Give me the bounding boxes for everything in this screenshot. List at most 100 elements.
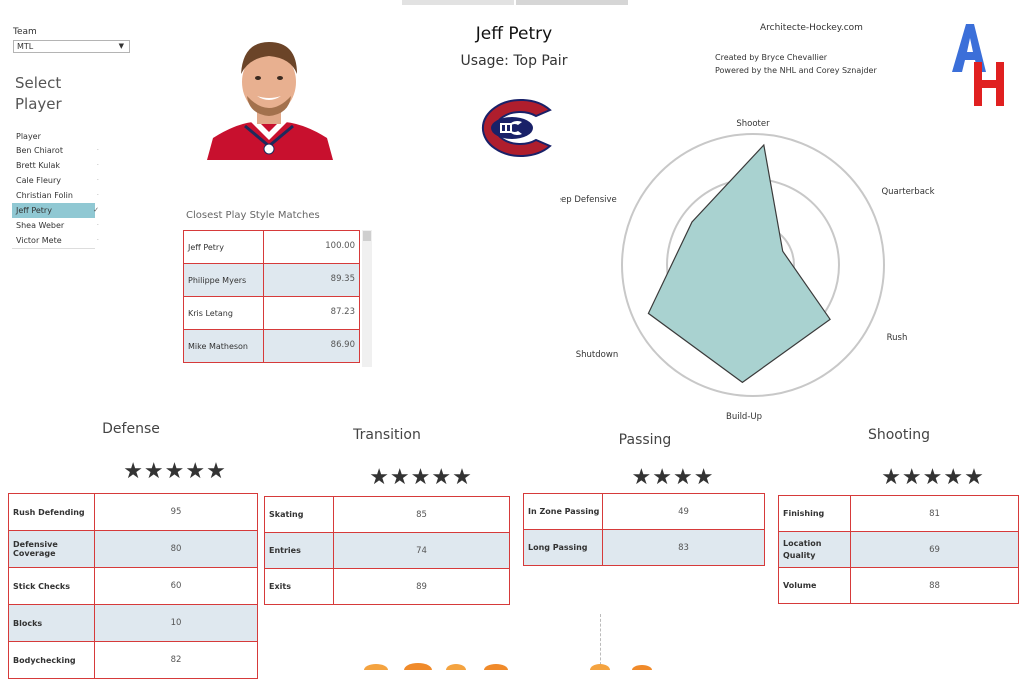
radar-area (647, 143, 831, 384)
metric-value: 85 (416, 510, 427, 520)
team-dropdown[interactable]: MTL ▼ (13, 40, 130, 53)
player-item[interactable]: Ben Chiarot · (12, 143, 99, 158)
select-title-line2: Player (15, 95, 62, 113)
matches-scrollbar[interactable] (362, 230, 372, 367)
canadiens-logo-icon (481, 99, 552, 157)
table-row: Kris Letang 87.23 (183, 296, 360, 330)
metric-value: 49 (678, 507, 689, 517)
table-row: Rush Defending 95 (8, 493, 258, 531)
metric-value: 10 (170, 618, 182, 628)
radar-ring-outer (621, 133, 885, 397)
table-row: Bodychecking 82 (8, 641, 258, 679)
metric-value: 80 (170, 544, 182, 554)
defense-title: Defense (102, 421, 160, 437)
shooting-star-rating-icon: ★★★★★ (881, 465, 985, 490)
radar-axis-label: Deep Defensive (560, 195, 617, 205)
divider-dashed (600, 614, 601, 670)
table-row: Mike Matheson 86.90 (183, 329, 360, 363)
credits: Created by Bryce Chevallier Powered by t… (715, 51, 877, 77)
defense-table: Rush Defending 95 Defensive Coverage 80 … (8, 493, 258, 679)
passing-star-rating-icon: ★★★★ (631, 465, 715, 490)
table-row: Entries 74 (264, 532, 510, 569)
table-row: Defensive Coverage 80 (8, 530, 258, 568)
player-item-tick-icon: · (96, 221, 99, 229)
metric-label: Volume (779, 568, 851, 603)
transition-table: Skating 85 Entries 74 Exits 89 (264, 496, 510, 605)
metric-value: 89 (416, 582, 427, 592)
transition-title: Transition (353, 427, 421, 443)
team-dropdown-value: MTL (17, 42, 34, 51)
player-item-label: Brett Kulak (16, 161, 61, 170)
player-item[interactable]: Cale Fleury · (12, 173, 99, 188)
table-row: Location Quality 69 (778, 531, 1019, 568)
player-item-label: Ben Chiarot (16, 146, 63, 155)
metric-label: Stick Checks (9, 568, 95, 604)
table-row: Stick Checks 60 (8, 567, 258, 605)
player-item-label: Christian Folin (16, 191, 73, 200)
match-name: Mike Matheson (184, 330, 264, 362)
player-item-tick-icon: · (96, 146, 99, 154)
scrollbar-thumb[interactable] (363, 231, 371, 241)
metric-label: Location Quality (779, 532, 851, 567)
player-item[interactable]: Brett Kulak · (12, 158, 99, 173)
transition-star-rating-icon: ★★★★★ (369, 465, 473, 490)
metric-label: Bodychecking (9, 642, 95, 678)
top-tab-right[interactable] (516, 0, 628, 5)
select-player-title: Select Player (15, 73, 62, 115)
player-headshot (207, 42, 333, 160)
heatmap-blobs-partial (364, 663, 652, 670)
radar-axis-label: Quarterback (881, 187, 934, 197)
match-name: Jeff Petry (184, 231, 264, 263)
radar-axis-label: Rush (887, 333, 908, 343)
play-style-radar-chart: Shooter Quarterback Rush Build-Up Shutdo… (560, 119, 935, 422)
credit-line1: Created by Bryce Chevallier (715, 53, 828, 62)
table-row: Skating 85 (264, 496, 510, 533)
table-row: Blocks 10 (8, 604, 258, 642)
player-item-tick-icon: · (96, 176, 99, 184)
player-item-label: Shea Weber (16, 221, 65, 230)
table-row: Exits 89 (264, 568, 510, 605)
player-item[interactable]: Christian Folin · (12, 188, 99, 203)
player-item-tick-icon: · (96, 191, 99, 199)
metric-value: 69 (929, 545, 940, 555)
player-item[interactable]: Victor Mete · (12, 233, 99, 248)
radar-axis-label: Shutdown (576, 350, 618, 360)
team-label: Team (13, 27, 37, 37)
closest-matches-table: Jeff Petry 100.00 Philippe Myers 89.35 K… (183, 230, 360, 365)
player-list: Player Ben Chiarot · Brett Kulak · Cale Fl… (12, 132, 99, 249)
player-item-selected[interactable]: Jeff Petry ✓ (12, 203, 99, 218)
player-item-label: Jeff Petry (16, 206, 52, 215)
table-row: Jeff Petry 100.00 (183, 230, 360, 264)
metric-label: In Zone Passing (524, 494, 603, 529)
match-value: 89.35 (330, 274, 355, 284)
passing-table: In Zone Passing 49 Long Passing 83 (523, 493, 765, 566)
table-row: Volume 88 (778, 567, 1019, 604)
metric-label: Skating (265, 497, 334, 532)
player-item[interactable]: Shea Weber · (12, 218, 99, 233)
top-tab-left[interactable] (402, 0, 514, 5)
shooting-title: Shooting (867, 427, 931, 443)
metric-value: 88 (929, 581, 940, 591)
player-item-tick-icon: ✓ (93, 206, 99, 214)
chevron-down-icon: ▼ (118, 42, 124, 50)
metric-label: Defensive Coverage (9, 531, 95, 567)
match-name: Kris Letang (184, 297, 264, 329)
metric-label: Finishing (779, 496, 851, 531)
metric-label: Entries (265, 533, 334, 568)
metric-value: 60 (170, 581, 182, 591)
metric-value: 82 (170, 655, 182, 665)
architecte-hockey-logo-icon (952, 24, 1004, 106)
shooting-table: Finishing 81 Location Quality 69 Volume … (778, 495, 1019, 604)
defense-star-rating-icon: ★★★★★ (123, 459, 227, 484)
metric-label: Blocks (9, 605, 95, 641)
site-name: Architecte-Hockey.com (760, 23, 863, 33)
player-usage: Usage: Top Pair (460, 53, 568, 69)
player-item-tick-icon: · (96, 236, 99, 244)
metric-value: 74 (416, 546, 427, 556)
player-name: Jeff Petry (475, 24, 553, 44)
table-row: Long Passing 83 (523, 529, 765, 566)
table-row: Finishing 81 (778, 495, 1019, 532)
passing-title: Passing (618, 432, 672, 448)
closest-matches-title: Closest Play Style Matches (186, 210, 320, 221)
metric-value: 83 (678, 543, 689, 553)
